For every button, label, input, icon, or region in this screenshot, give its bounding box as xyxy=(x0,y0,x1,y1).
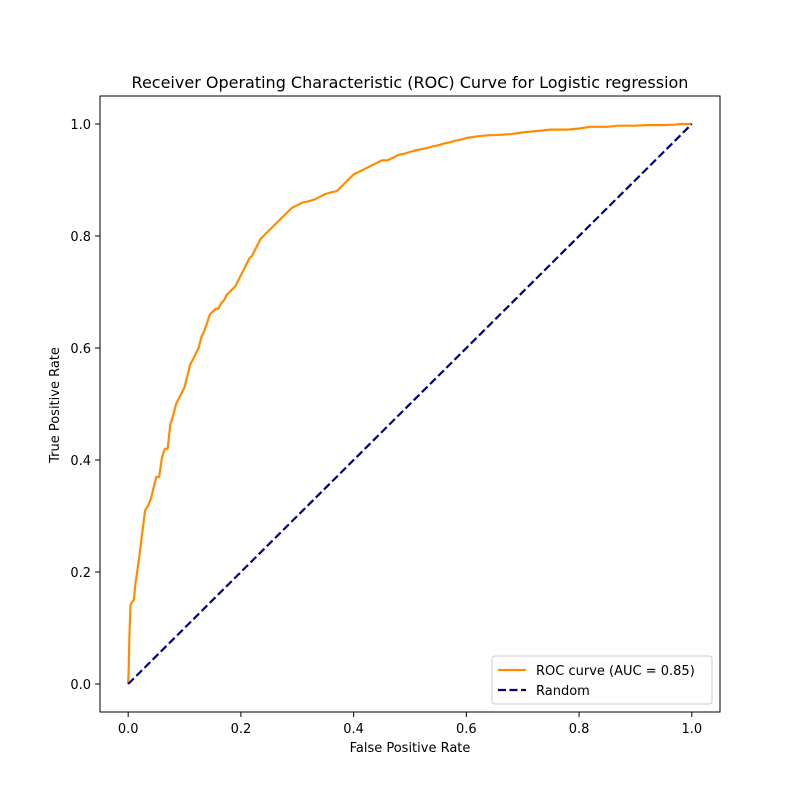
legend-box xyxy=(491,655,713,705)
plot-area xyxy=(127,122,693,685)
x-tick-label: 0.2 xyxy=(231,722,252,737)
x-tick-label: 0.8 xyxy=(569,722,590,737)
axes-frame xyxy=(99,95,721,713)
y-tick-label: 0.4 xyxy=(70,454,91,469)
y-tick-label: 1.0 xyxy=(70,118,91,133)
x-tick-label: 0.4 xyxy=(343,722,364,737)
y-tick-label: 0.8 xyxy=(70,230,91,245)
y-tick-label: 0.6 xyxy=(70,342,91,357)
x-tick-label: 1.0 xyxy=(681,722,702,737)
chart-title: Receiver Operating Characteristic (ROC) … xyxy=(132,73,689,92)
random-baseline-line xyxy=(127,123,693,685)
legend-entry-label: Random xyxy=(536,684,590,699)
y-tick-label: 0.2 xyxy=(70,566,91,581)
x-tick-label: 0.0 xyxy=(118,722,139,737)
y-tick-label: 0.0 xyxy=(70,678,91,693)
x-tick-label: 0.6 xyxy=(456,722,477,737)
legend-entry-label: ROC curve (AUC = 0.85) xyxy=(536,664,695,679)
axis-ticks: 0.0 0.2 0.4 0.6 0.8 1.0 0.0 0.2 0.4 0.6 0.8 1.0 xyxy=(70,118,702,737)
roc-curve-line xyxy=(127,122,692,685)
y-axis-label: True Positive Rate xyxy=(48,347,63,464)
x-axis-label: False Positive Rate xyxy=(350,741,471,756)
legend: ROC curve (AUC = 0.85) Random xyxy=(491,655,713,705)
